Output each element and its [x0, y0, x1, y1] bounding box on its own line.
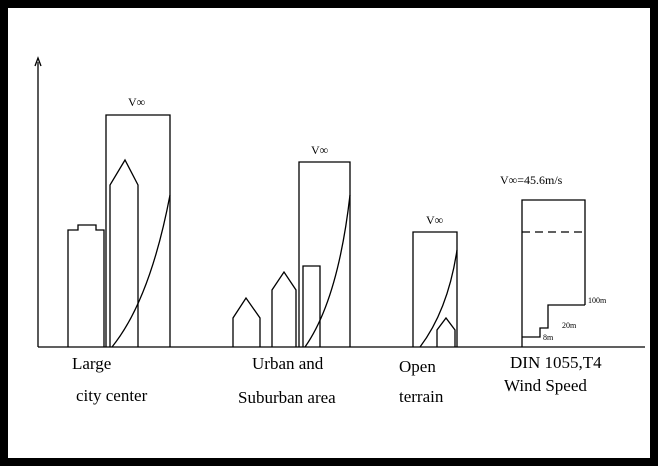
- caption: terrain: [399, 387, 444, 406]
- height-label: 20m: [562, 321, 577, 330]
- axes: [35, 58, 645, 347]
- velocity-label: V∞=45.6m/s: [500, 173, 563, 187]
- caption: DIN 1055,T4: [510, 353, 602, 372]
- caption: Suburban area: [238, 388, 336, 407]
- caption: Urban and: [252, 354, 324, 373]
- diagram: V∞ V∞ V∞ V∞=45.6m/s 100m 20m 8m Large ci…: [0, 0, 658, 466]
- height-label: 100m: [588, 296, 607, 305]
- velocity-label: V∞: [426, 213, 443, 227]
- city-buildings: [68, 160, 138, 347]
- caption: Large: [72, 354, 111, 373]
- caption: Open: [399, 357, 436, 376]
- velocity-label: V∞: [311, 143, 328, 157]
- height-label: 8m: [543, 333, 554, 342]
- caption: city center: [76, 386, 148, 405]
- caption: Wind Speed: [504, 376, 587, 395]
- urban-profile: [299, 162, 350, 347]
- velocity-label: V∞: [128, 95, 145, 109]
- urban-buildings: [233, 266, 320, 347]
- open-profile: [413, 232, 457, 347]
